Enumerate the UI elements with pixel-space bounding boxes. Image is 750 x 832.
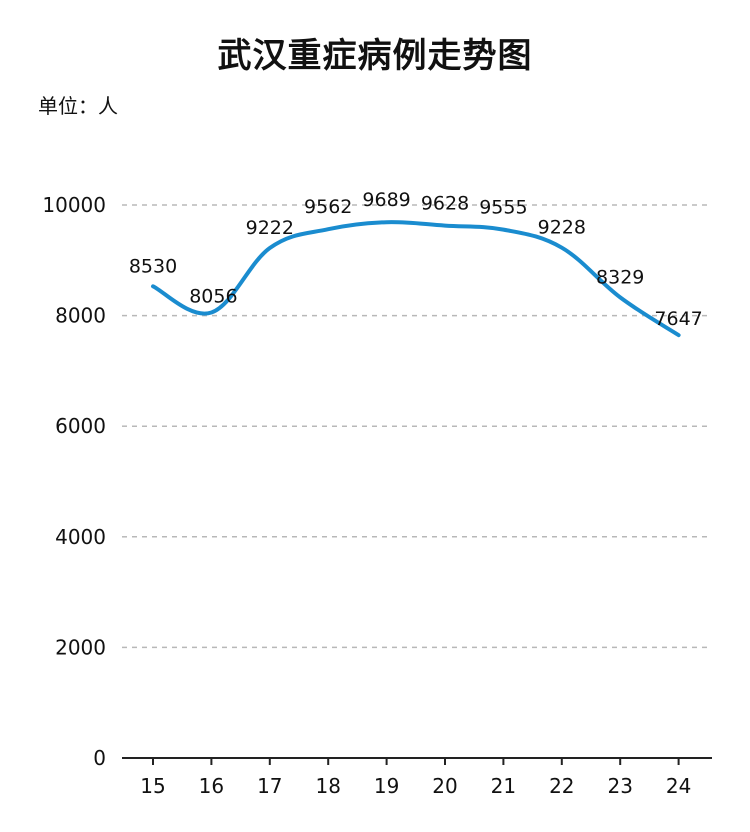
x-tick-label: 16 (199, 774, 224, 798)
y-tick-label: 10000 (42, 193, 106, 217)
y-tick-label: 2000 (55, 635, 106, 659)
data-label: 9562 (304, 196, 352, 218)
x-tick-label: 20 (432, 774, 457, 798)
y-tick-labels: 0 2000 4000 6000 8000 10000 (42, 193, 106, 770)
x-tick-label: 15 (140, 774, 165, 798)
data-label: 8530 (129, 255, 177, 277)
x-tick-label: 18 (315, 774, 340, 798)
chart-title: 武汉重症病例走势图 (217, 36, 533, 76)
y-tick-label: 6000 (55, 414, 106, 438)
unit-label: 单位：人 (38, 94, 118, 118)
data-label: 9628 (421, 193, 469, 215)
data-label: 7647 (654, 308, 702, 330)
axes (122, 757, 712, 765)
data-label: 9689 (362, 189, 410, 211)
gridlines (122, 204, 712, 649)
data-label: 8056 (189, 286, 237, 308)
series-line (151, 220, 681, 338)
data-label: 9228 (538, 217, 586, 239)
y-tick-label: 4000 (55, 525, 106, 549)
data-label: 9222 (246, 217, 294, 239)
x-tick-label: 23 (607, 774, 632, 798)
y-tick-label: 0 (93, 746, 106, 770)
x-tick-label: 21 (491, 774, 516, 798)
data-label: 9555 (479, 197, 527, 219)
data-labels: 8530 8056 9222 9562 9689 9628 9555 9228 8329 7647 (129, 189, 703, 330)
data-label: 8329 (596, 266, 644, 288)
x-tick-label: 22 (549, 774, 574, 798)
x-tick-label: 19 (374, 774, 399, 798)
y-tick-label: 8000 (55, 304, 106, 328)
x-tick-label: 17 (257, 774, 282, 798)
x-tick-labels: 15 16 17 18 19 20 21 22 23 24 (140, 774, 691, 798)
x-tick-label: 24 (666, 774, 691, 798)
